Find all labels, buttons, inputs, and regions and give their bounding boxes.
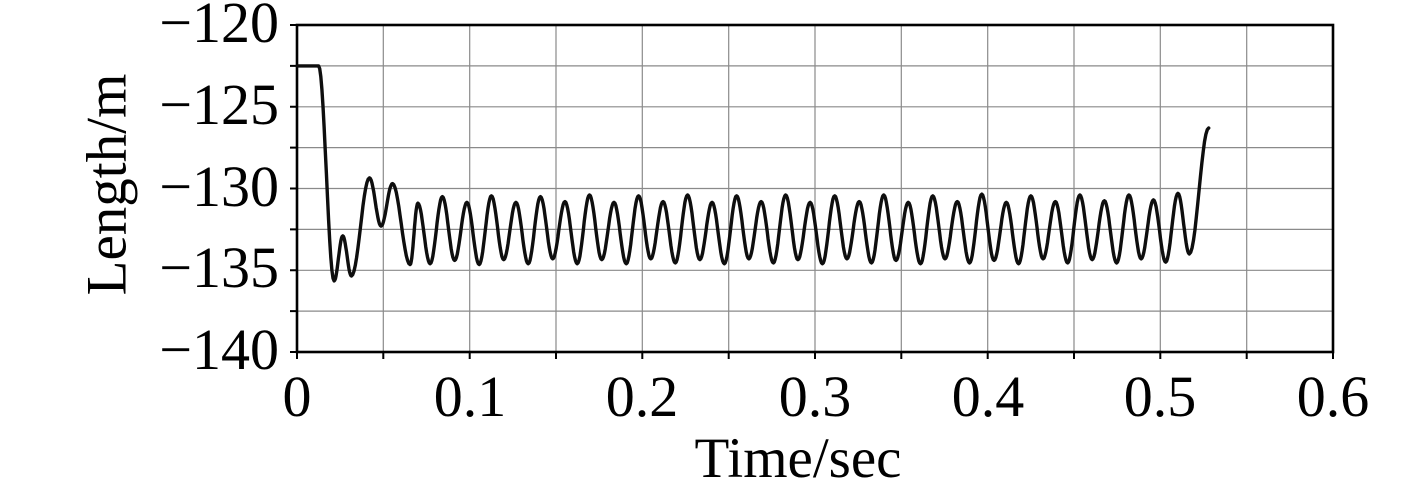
x-tick-label: 0.1 bbox=[433, 364, 507, 429]
x-tick-label: 0.3 bbox=[778, 364, 852, 429]
y-axis-title: Length/m bbox=[75, 73, 139, 296]
x-tick-label: 0.2 bbox=[605, 364, 679, 429]
x-axis-title: Time/sec bbox=[694, 427, 902, 490]
y-tick-label: −140 bbox=[159, 317, 279, 382]
length-curve bbox=[295, 64, 1211, 283]
y-tick-label: −120 bbox=[159, 0, 279, 55]
axis-ticks bbox=[290, 24, 1334, 359]
x-tick-label: 0.5 bbox=[1123, 364, 1197, 429]
y-tick-label: −135 bbox=[159, 235, 279, 300]
plot-border bbox=[295, 23, 1335, 354]
y-tick-label: −125 bbox=[159, 72, 279, 137]
x-tick-label: 0 bbox=[282, 364, 312, 429]
grid-lines bbox=[297, 25, 1333, 352]
x-tick-label: 0.4 bbox=[951, 364, 1025, 429]
x-tick-label: 0.6 bbox=[1296, 364, 1370, 429]
y-tick-label: −130 bbox=[159, 154, 279, 219]
